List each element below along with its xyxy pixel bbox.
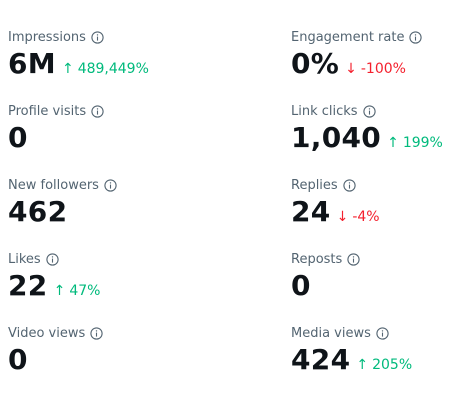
metric-value-row: 0 — [8, 120, 291, 158]
info-icon[interactable] — [343, 178, 356, 192]
metric-label-row: New followers — [8, 174, 291, 196]
metric-label: Reposts — [291, 251, 343, 267]
metric-value-row: 6M ↑ 489,449% — [8, 46, 291, 84]
metric-value-row: 424 ↑ 205% — [291, 342, 453, 380]
metric-value-row: 0 — [291, 268, 453, 306]
metric-change-value: -100% — [360, 61, 406, 77]
metric-label-row: Replies — [291, 174, 453, 196]
metric-value: 1,040 — [291, 121, 382, 154]
metric-profile-visits: Profile visits 0 — [8, 100, 291, 174]
metric-value-row: 0% ↓ -100% — [291, 46, 453, 84]
metric-value: 462 — [8, 195, 68, 228]
info-icon[interactable] — [104, 178, 117, 192]
metric-label: Replies — [291, 177, 338, 193]
metric-label-row: Media views — [291, 322, 453, 344]
metric-label: Engagement rate — [291, 29, 405, 45]
info-icon[interactable] — [91, 30, 104, 44]
metric-change-value: -4% — [352, 209, 380, 225]
metric-label-row: Profile visits — [8, 100, 291, 122]
metric-change: ↑ 205% — [356, 356, 412, 374]
metric-likes: Likes 22 ↑ 47% — [8, 248, 291, 322]
metric-label-row: Link clicks — [291, 100, 453, 122]
metric-change-value: 47% — [69, 283, 101, 299]
metric-change: ↓ -4% — [337, 208, 380, 226]
metric-label: Video views — [8, 325, 86, 341]
metric-value: 6M — [8, 47, 56, 80]
metric-new-followers: New followers 462 — [8, 174, 291, 248]
metric-label-row: Likes — [8, 248, 291, 270]
metric-change-value: 489,449% — [77, 61, 149, 77]
metric-value: 424 — [291, 343, 351, 376]
arrow-up-icon: ↑ — [61, 61, 74, 77]
arrow-down-icon: ↓ — [345, 61, 357, 77]
metric-change-value: 205% — [372, 357, 413, 373]
arrow-up-icon: ↑ — [356, 357, 369, 373]
metric-value: 0 — [8, 343, 28, 376]
info-icon[interactable] — [376, 326, 389, 340]
info-icon[interactable] — [90, 326, 103, 340]
metric-value: 22 — [8, 269, 48, 302]
metric-label: Media views — [291, 325, 371, 341]
metric-label-row: Video views — [8, 322, 291, 344]
metric-impressions: Impressions 6M ↑ 489,449% — [8, 26, 291, 100]
metric-label: New followers — [8, 177, 99, 193]
metric-change: ↑ 199% — [387, 134, 443, 152]
metric-value: 0 — [8, 121, 28, 154]
metric-label: Impressions — [8, 29, 86, 45]
info-icon[interactable] — [409, 30, 423, 44]
metric-value-row: 22 ↑ 47% — [8, 268, 291, 306]
metric-label: Likes — [8, 251, 41, 267]
metric-value-row: 1,040 ↑ 199% — [291, 120, 453, 158]
metric-engagement-rate: Engagement rate 0% ↓ -100% — [291, 26, 453, 100]
metric-label: Link clicks — [291, 103, 358, 119]
metric-label-row: Impressions — [8, 26, 291, 48]
arrow-up-icon: ↑ — [53, 283, 66, 299]
metric-change: ↓ -100% — [345, 60, 406, 78]
metric-value: 24 — [291, 195, 331, 228]
metric-replies: Replies 24 ↓ -4% — [291, 174, 453, 248]
metric-video-views: Video views 0 — [8, 322, 291, 396]
arrow-down-icon: ↓ — [336, 209, 349, 225]
metric-label-row: Engagement rate — [291, 26, 453, 48]
metric-value: 0% — [291, 47, 340, 80]
metric-change: ↑ 47% — [54, 282, 101, 300]
metric-value-row: 24 ↓ -4% — [291, 194, 453, 232]
metric-change-value: 199% — [402, 135, 443, 151]
info-icon[interactable] — [362, 104, 376, 118]
metric-label-row: Reposts — [291, 248, 453, 270]
info-icon[interactable] — [91, 104, 104, 118]
metric-link-clicks: Link clicks 1,040 ↑ 199% — [291, 100, 453, 174]
metric-media-views: Media views 424 ↑ 205% — [291, 322, 453, 396]
metric-change: ↑ 489,449% — [62, 60, 149, 78]
metric-value-row: 462 — [8, 194, 291, 232]
metric-value-row: 0 — [8, 342, 291, 380]
metric-reposts: Reposts 0 — [291, 248, 453, 322]
metrics-grid: Impressions 6M ↑ 489,449% Engagement rat… — [8, 26, 453, 396]
metric-label: Profile visits — [8, 103, 87, 119]
info-icon[interactable] — [347, 252, 360, 266]
arrow-up-icon: ↑ — [387, 135, 399, 151]
metric-value: 0 — [291, 269, 311, 302]
info-icon[interactable] — [46, 252, 59, 266]
